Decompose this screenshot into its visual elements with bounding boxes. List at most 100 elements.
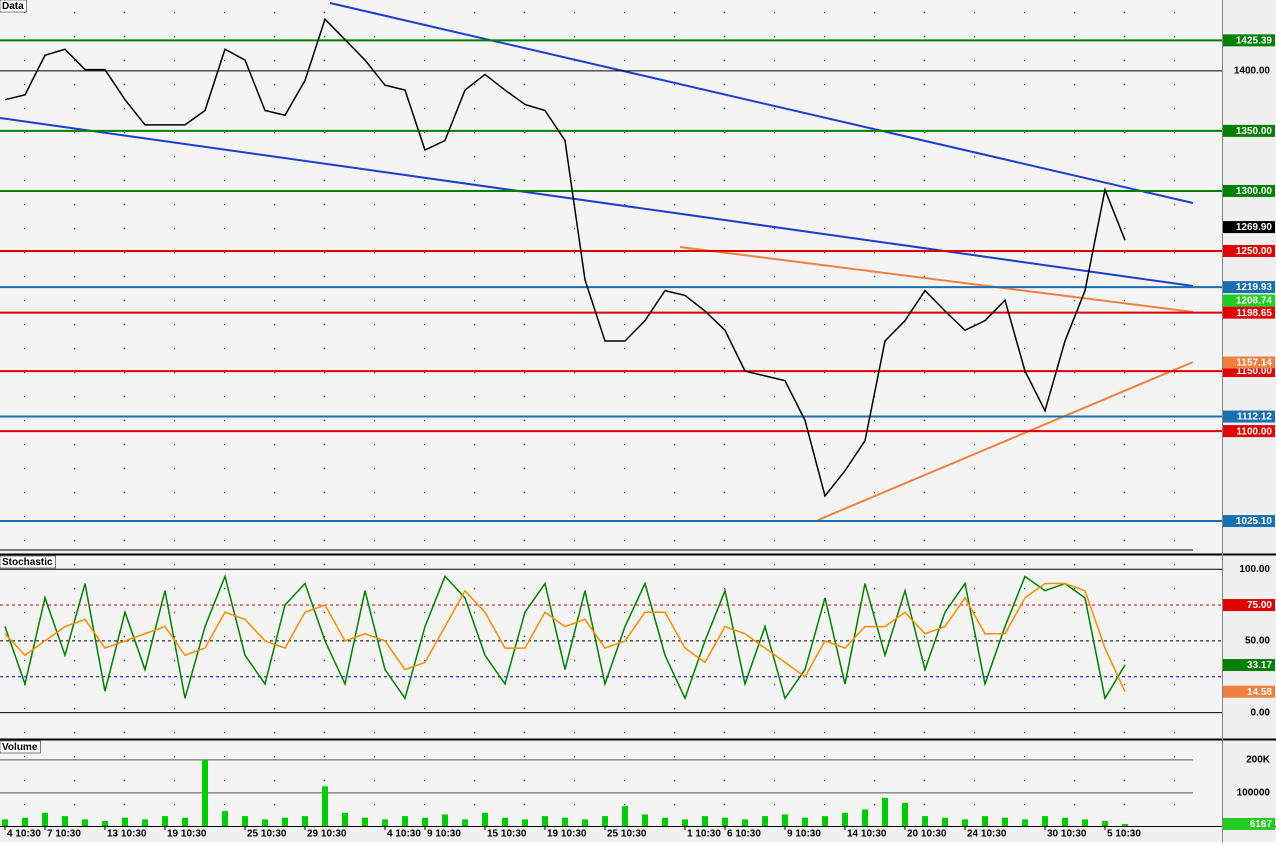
value-box: [1223, 659, 1275, 672]
y-tick-label: 200K: [1246, 754, 1271, 765]
value-box-label: 1100.00: [1236, 426, 1272, 437]
volume-bar: [62, 816, 68, 826]
volume-bar: [2, 819, 8, 826]
panel-title-box: [0, 0, 27, 13]
volume-bar: [402, 816, 408, 826]
value-box: [1223, 221, 1275, 234]
value-box: [1223, 294, 1275, 307]
volume-bar: [102, 821, 108, 826]
volume-bar: [722, 817, 728, 826]
value-box: [1223, 184, 1275, 197]
x-tick-label: 25 10:30: [247, 829, 287, 840]
volume-bar: [742, 819, 748, 826]
value-box: [1223, 124, 1275, 137]
volume-bar: [1102, 821, 1108, 826]
volume-bar: [82, 819, 88, 826]
volume-bar: [262, 819, 268, 826]
volume-bar: [1082, 819, 1088, 826]
value-box-label: 1300.00: [1236, 186, 1273, 197]
x-tick-label: 5 10:30: [1107, 829, 1141, 840]
volume-bar: [42, 812, 48, 826]
panel-title: Volume: [2, 742, 38, 753]
x-tick-label: 6 10:30: [727, 829, 761, 840]
panel-title: Stochastic: [2, 557, 53, 568]
volume-bar: [702, 816, 708, 826]
x-tick-label: 19 10:30: [547, 829, 587, 840]
volume-bar: [782, 814, 788, 826]
value-box: [1223, 425, 1275, 438]
volume-bar: [642, 814, 648, 826]
x-tick-label: 4 10:30: [7, 829, 41, 840]
volume-bar: [282, 817, 288, 826]
volume-bar: [1122, 823, 1128, 826]
volume-bar: [362, 817, 368, 826]
trendlines: [0, 2, 1194, 521]
volume-bar: [242, 816, 248, 826]
volume-bar: [862, 809, 868, 826]
volume-bar: [982, 816, 988, 826]
volume-bar: [682, 819, 688, 826]
volume-bar: [662, 817, 668, 826]
value-box-label: 1157.14: [1236, 358, 1272, 369]
volume-bar: [142, 819, 148, 826]
value-box-label: 1350.00: [1236, 126, 1273, 137]
volume-bar: [382, 819, 388, 826]
value-box: [1223, 410, 1275, 423]
value-box-label: 75.00: [1247, 600, 1272, 611]
volume-bar: [222, 811, 228, 826]
y-tick-label: 0.00: [1251, 707, 1271, 718]
series-line: [4, 582, 1126, 693]
y-tick-label: 100000: [1237, 788, 1271, 799]
value-box-label: 1025.10: [1236, 516, 1273, 527]
series-line: [4, 17, 1126, 498]
value-box-label: 14.58: [1247, 687, 1272, 698]
x-tick-label: 13 10:30: [107, 829, 147, 840]
x-tick-label: 29 10:30: [307, 829, 347, 840]
value-box-label: 1208.74: [1236, 296, 1273, 307]
x-tick-label: 9 10:30: [787, 829, 821, 840]
volume-bar: [462, 819, 468, 826]
volume-bar: [122, 817, 128, 826]
volume-bar: [562, 817, 568, 826]
value-box: [1223, 306, 1275, 319]
value-box: [1223, 685, 1275, 698]
x-tick-label: 1 10:30: [687, 829, 721, 840]
volume-bar: [602, 816, 608, 826]
panel-title-box: [0, 555, 56, 569]
volume-bar: [922, 816, 928, 826]
volume-bar: [22, 817, 28, 826]
value-box: [1223, 817, 1275, 830]
volume-bar: [1022, 819, 1028, 826]
volume-bar: [622, 806, 628, 826]
value-box-label: 1425.39: [1236, 36, 1273, 47]
volume-bar: [802, 817, 808, 826]
volume-bar: [302, 816, 308, 826]
volume-bar: [182, 817, 188, 826]
value-box-label: 1219.93: [1236, 282, 1273, 293]
volume-bar: [842, 812, 848, 826]
volume-bar: [522, 819, 528, 826]
volume-bar: [442, 814, 448, 826]
volume-bar: [482, 812, 488, 826]
value-box: [1223, 244, 1275, 257]
x-tick-label: 20 10:30: [907, 829, 947, 840]
panel-title: Data: [2, 1, 24, 12]
value-box: [1223, 599, 1275, 612]
volume-bar: [582, 819, 588, 826]
x-tick-label: 30 10:30: [1047, 829, 1087, 840]
panel-title-box: [0, 740, 41, 754]
volume-bar: [162, 816, 168, 826]
value-box-label: 1198.65: [1236, 308, 1272, 319]
volume-bar: [1002, 817, 1008, 826]
value-box-label: 33.17: [1247, 660, 1272, 671]
x-tick-label: 24 10:30: [967, 829, 1007, 840]
volume-bar: [882, 797, 888, 826]
volume-bar: [502, 817, 508, 826]
volume-bar: [1042, 816, 1048, 826]
volume-bar: [902, 802, 908, 826]
x-tick-label: 14 10:30: [847, 829, 887, 840]
value-box-label: 1112.12: [1237, 412, 1272, 423]
value-box: [1223, 356, 1275, 369]
